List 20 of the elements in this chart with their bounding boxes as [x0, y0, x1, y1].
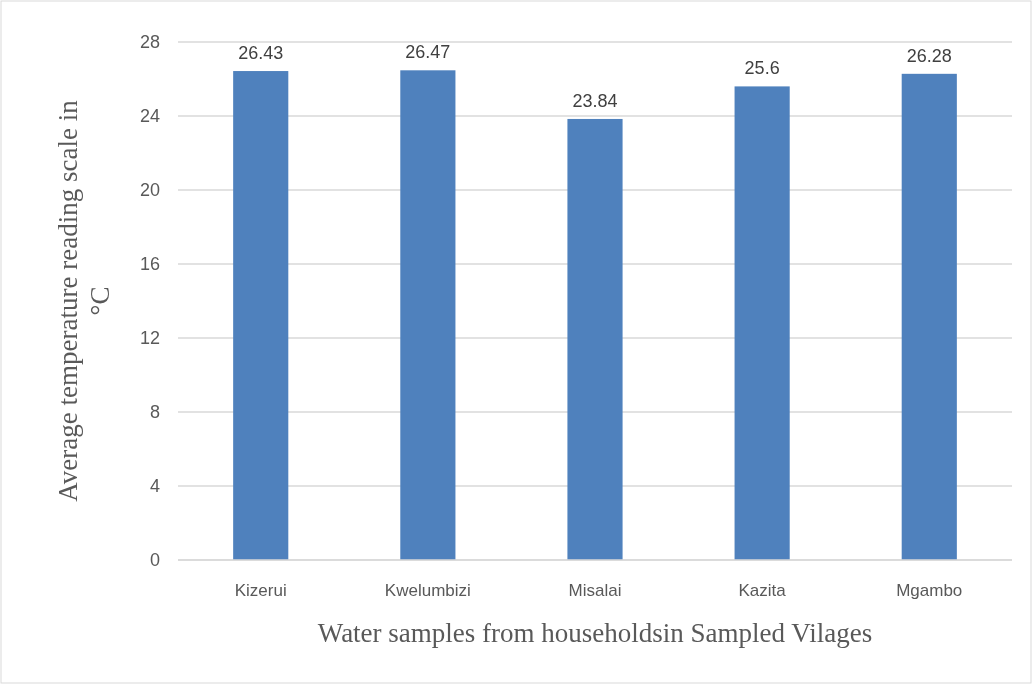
- data-label: 23.84: [572, 90, 618, 111]
- x-tick-label: Kwelumbizi: [384, 581, 471, 600]
- data-label: 25.6: [744, 58, 780, 79]
- y-tick-label: 12: [139, 328, 160, 349]
- x-tick-label: Kizerui: [234, 581, 287, 600]
- y-tick-label: 4: [149, 476, 160, 497]
- y-tick-label: 28: [139, 32, 160, 53]
- y-tick-label: 0: [149, 550, 160, 571]
- x-tick-label: Kazita: [738, 581, 787, 600]
- y-tick-label: 24: [139, 106, 160, 127]
- x-tick-label: Misalai: [568, 581, 622, 600]
- x-tick-label: Mgambo: [896, 581, 963, 600]
- y-tick-label: 20: [139, 180, 160, 201]
- y-axis-title: Average temperature reading scale in °C: [53, 99, 115, 502]
- data-label: 26.47: [405, 42, 451, 63]
- y-tick-label: 8: [149, 402, 160, 423]
- data-label: 26.28: [906, 45, 952, 66]
- data-label: 26.43: [238, 43, 284, 64]
- x-axis-title: Water samples from householdsin Sampled Vilages: [317, 618, 873, 648]
- y-tick-label: 16: [139, 254, 160, 275]
